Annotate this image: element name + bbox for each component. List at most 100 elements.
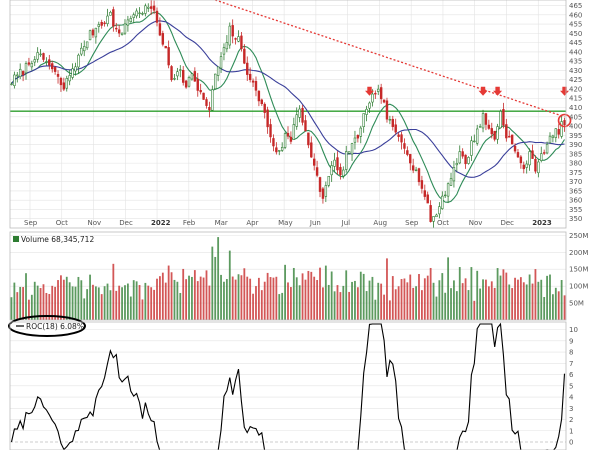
volume-bar bbox=[182, 268, 185, 320]
candle-body bbox=[254, 81, 258, 91]
price-tick-label: 375 bbox=[569, 169, 582, 177]
candle-body bbox=[531, 150, 534, 159]
candle-body bbox=[312, 158, 316, 166]
candle-body bbox=[68, 75, 71, 82]
volume-bar bbox=[263, 281, 266, 320]
candle-body bbox=[403, 143, 406, 149]
candle-body bbox=[219, 56, 223, 69]
price-x-axis: Sep Oct Nov Dec 2022 Feb Mar Apr May Jun Jul Aug Sep… bbox=[24, 219, 552, 227]
volume-bar bbox=[173, 279, 176, 320]
candle-body bbox=[452, 167, 456, 182]
candle-body bbox=[155, 10, 159, 23]
volume-tick-label: 100M bbox=[569, 283, 588, 291]
volume-tick-label: 250M bbox=[569, 232, 588, 240]
volume-bar bbox=[86, 289, 89, 320]
candle-body bbox=[560, 121, 563, 137]
candle-body bbox=[493, 130, 496, 140]
candle-body bbox=[301, 108, 304, 123]
candle-body bbox=[545, 144, 549, 154]
candle-body bbox=[371, 93, 374, 103]
candle-body bbox=[394, 124, 397, 133]
moving-average-slow bbox=[11, 20, 565, 178]
volume-bar bbox=[391, 276, 394, 320]
volume-bar bbox=[380, 283, 383, 320]
volume-bar bbox=[386, 258, 388, 320]
roc-line bbox=[10, 322, 566, 450]
volume-bar bbox=[121, 287, 123, 320]
candle-body bbox=[557, 129, 560, 135]
candle-body bbox=[33, 59, 36, 63]
candle-body bbox=[164, 45, 167, 49]
candle-body bbox=[278, 150, 281, 152]
candle-body bbox=[295, 114, 298, 127]
volume-bar bbox=[223, 281, 225, 320]
price-tick-label: 415 bbox=[569, 95, 582, 103]
roc-tick-label: 10 bbox=[569, 326, 578, 334]
volume-bar bbox=[409, 274, 412, 320]
candle-body bbox=[347, 151, 351, 154]
candle-body bbox=[342, 169, 345, 177]
candle-body bbox=[173, 78, 176, 80]
candle-body bbox=[88, 30, 92, 41]
volume-bar bbox=[246, 276, 249, 320]
volume-bar bbox=[42, 284, 45, 320]
volume-bar bbox=[426, 275, 429, 320]
candle-body bbox=[112, 9, 115, 27]
volume-bar bbox=[292, 267, 295, 320]
price-tick-label: 400 bbox=[569, 123, 582, 131]
volume-bar bbox=[447, 257, 450, 320]
candle-body bbox=[24, 63, 28, 74]
volume-bar bbox=[118, 285, 121, 320]
volume-bar bbox=[307, 270, 310, 320]
resistance-markers bbox=[365, 86, 572, 128]
candle-body bbox=[272, 138, 275, 147]
candle-body bbox=[257, 90, 261, 102]
volume-bar bbox=[281, 292, 284, 320]
volume-bar bbox=[464, 278, 467, 320]
resistance-arrow-marker bbox=[560, 86, 570, 96]
candle-body bbox=[339, 167, 342, 175]
volume-bar bbox=[406, 282, 409, 320]
candle-body bbox=[362, 113, 365, 127]
volume-bar bbox=[231, 276, 234, 320]
volume-bar bbox=[135, 281, 138, 320]
candle-body bbox=[103, 22, 106, 25]
volume-bar bbox=[112, 263, 115, 320]
candle-body bbox=[484, 113, 488, 125]
month-label: Nov bbox=[469, 219, 483, 227]
volume-bar bbox=[129, 296, 132, 320]
candle-body bbox=[10, 83, 13, 86]
candle-body bbox=[513, 145, 517, 152]
volume-bar bbox=[444, 292, 447, 320]
volume-bar bbox=[193, 270, 196, 320]
candle-body bbox=[286, 133, 290, 137]
volume-bar bbox=[147, 285, 150, 320]
candle-body bbox=[522, 164, 525, 170]
volume-bar bbox=[272, 277, 275, 320]
candle-body bbox=[94, 27, 98, 38]
volume-bar bbox=[141, 299, 144, 320]
candle-body bbox=[464, 154, 467, 165]
volume-bar bbox=[185, 279, 188, 320]
volume-bar bbox=[348, 291, 351, 320]
candle-body bbox=[135, 10, 138, 17]
volume-bar bbox=[403, 278, 406, 320]
candle-body bbox=[21, 71, 25, 75]
candle-body bbox=[467, 157, 470, 164]
candle-body bbox=[263, 103, 266, 113]
volume-bar bbox=[77, 276, 80, 320]
volume-bar bbox=[39, 288, 42, 320]
volume-bar bbox=[16, 292, 19, 320]
price-tick-label: 445 bbox=[569, 39, 582, 47]
volume-bar bbox=[240, 275, 243, 320]
roc-grid bbox=[10, 329, 566, 443]
volume-bar bbox=[485, 279, 487, 320]
volume-bar bbox=[549, 274, 551, 320]
candle-body bbox=[382, 99, 386, 103]
candle-body bbox=[406, 150, 409, 155]
candle-body bbox=[470, 140, 473, 156]
candle-body bbox=[45, 61, 48, 63]
price-tick-label: 420 bbox=[569, 85, 582, 93]
volume-bar bbox=[540, 279, 543, 320]
volume-bar bbox=[83, 298, 86, 320]
